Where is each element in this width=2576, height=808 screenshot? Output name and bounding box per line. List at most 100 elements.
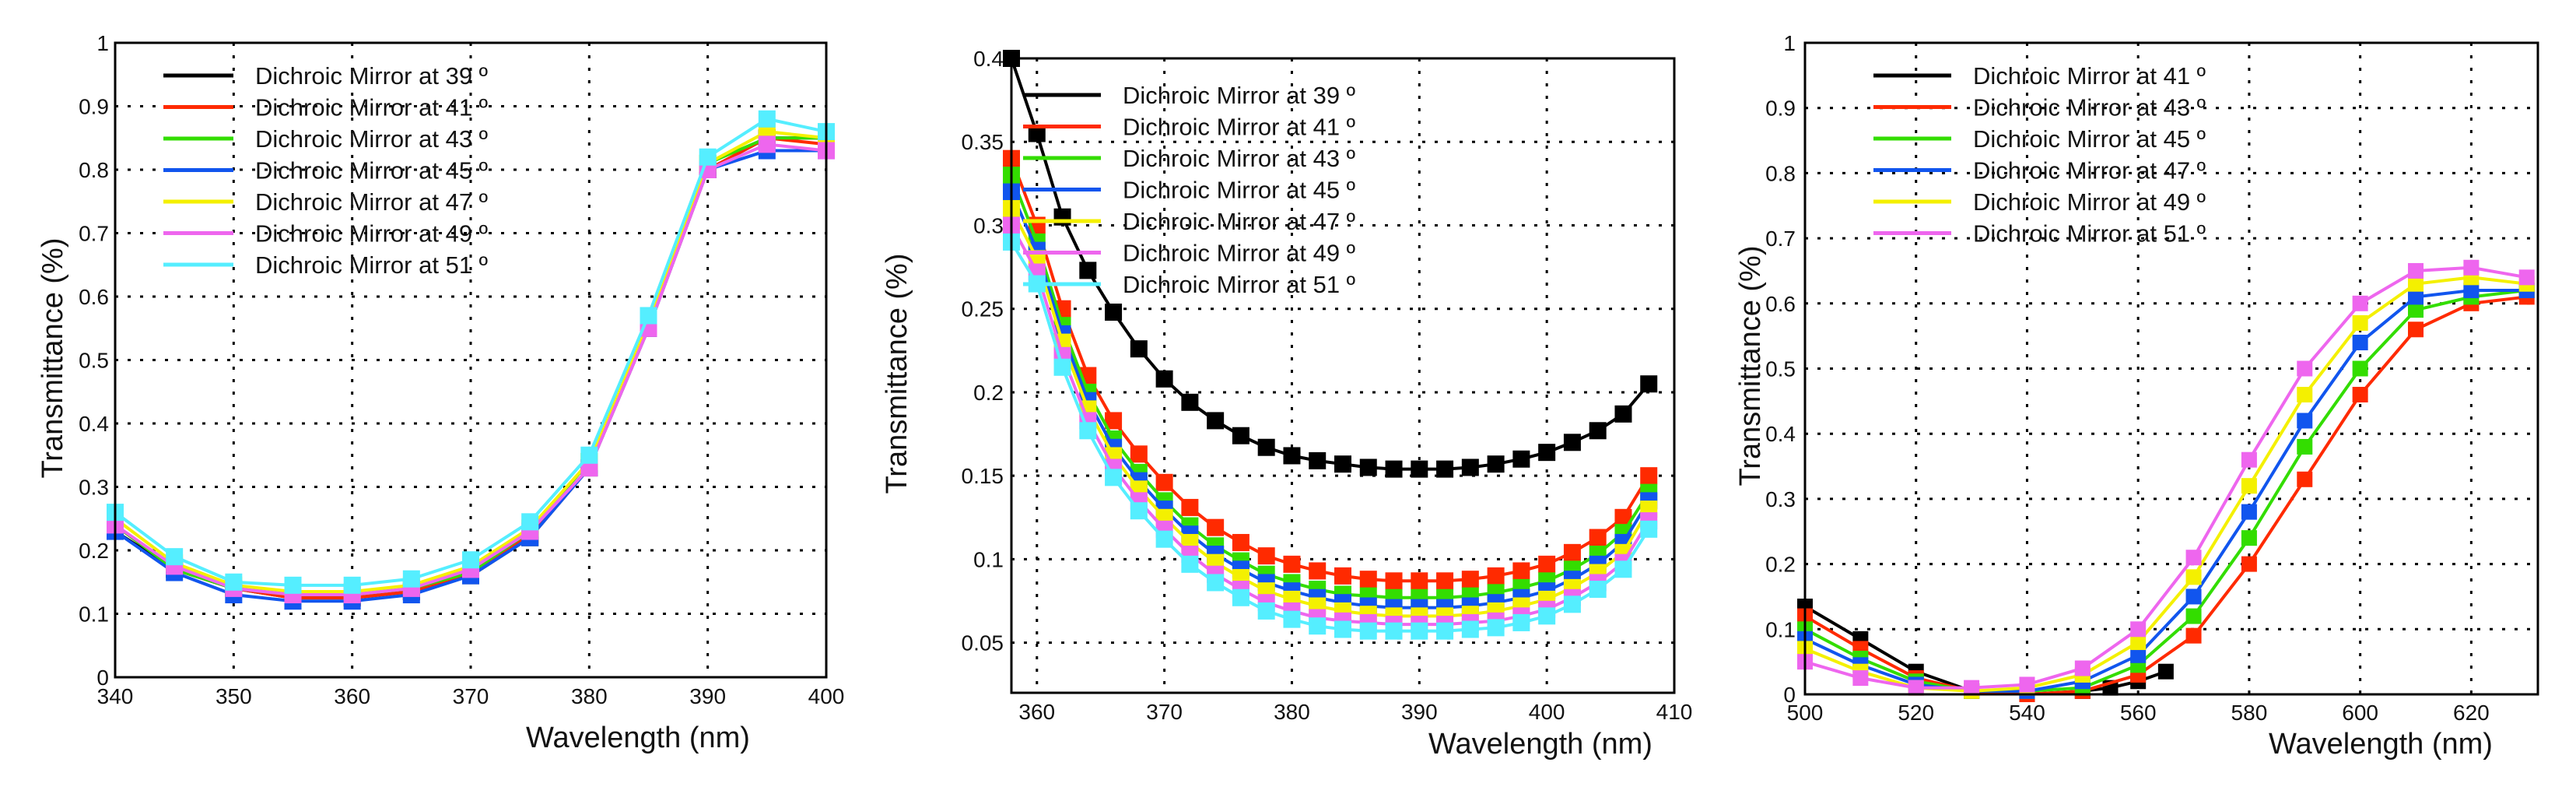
legend-label: Dichroic Mirror at 49 º <box>255 220 488 248</box>
y-tick-label: 0.8 <box>79 158 109 182</box>
x-tick-label: 500 <box>1787 701 1824 725</box>
x-tick-label: 580 <box>2231 701 2268 725</box>
data-point <box>1309 562 1327 580</box>
y-tick-label: 0.8 <box>1765 161 1796 185</box>
series-5 <box>1797 259 2535 696</box>
data-point <box>1589 422 1607 440</box>
chart-340-400nm: 340 350 360 370 380 390 400 0 0.1 0.2 0.3 0.4 0.5 0.6… <box>37 31 844 754</box>
x-tick-label: 520 <box>1898 701 1934 725</box>
legend-label: Dichroic Mirror at 41 º <box>1123 114 1355 141</box>
data-point <box>1512 613 1530 631</box>
data-point <box>1232 588 1249 606</box>
data-point <box>699 148 717 166</box>
data-point <box>2297 386 2313 402</box>
tick-labels: 340 350 360 370 380 390 400 0 0.1 0.2 0.3 0.4 0.5 0.6… <box>79 31 844 708</box>
data-point <box>1589 529 1607 546</box>
data-point <box>2241 451 2257 468</box>
data-point <box>1436 460 1454 478</box>
series-line <box>1804 276 2527 693</box>
y-axis-label: Transmittance (%) <box>881 254 913 494</box>
legend-label: Dichroic Mirror at 49 º <box>1973 188 2206 216</box>
data-point <box>1411 460 1428 478</box>
data-point <box>2130 621 2147 638</box>
y-tick-label: 0.6 <box>1765 292 1796 316</box>
data-point <box>2408 276 2424 292</box>
x-tick-label: 560 <box>2120 701 2157 725</box>
data-point <box>1155 370 1173 388</box>
data-point <box>1385 572 1403 590</box>
y-tick-label: 0.2 <box>1765 553 1796 577</box>
data-point <box>1640 375 1658 393</box>
x-tick-label: 360 <box>1018 700 1055 724</box>
y-tick-label: 0.7 <box>79 222 109 246</box>
data-point <box>1155 530 1173 548</box>
y-tick-label: 0 <box>1783 683 1796 707</box>
data-point <box>2241 530 2257 546</box>
data-point <box>1461 571 1479 588</box>
data-point <box>2185 608 2202 624</box>
series-2 <box>1797 283 2535 699</box>
data-point <box>166 548 184 566</box>
data-point <box>2408 302 2424 318</box>
legend-label: Dichroic Mirror at 49 º <box>1123 240 1355 267</box>
data-point <box>1028 125 1046 142</box>
x-tick-label: 400 <box>1529 700 1565 724</box>
chart-500-630nm: 500 520 540 560 580 600 620 0 0.1 0.2 0.3 0.4 0.5 0.6… <box>1734 31 2539 761</box>
data-point <box>2185 550 2202 566</box>
legend-label: Dichroic Mirror at 43 º <box>1973 94 2206 121</box>
data-point <box>2297 438 2313 455</box>
x-tick-label: 380 <box>1274 700 1310 724</box>
data-point <box>1334 567 1351 585</box>
data-point <box>1181 498 1199 516</box>
data-point <box>2241 504 2257 520</box>
plot-frame <box>114 41 828 679</box>
data-point <box>1105 469 1123 487</box>
y-tick-label: 0.1 <box>79 602 109 627</box>
x-tick-label: 370 <box>453 684 489 708</box>
data-point <box>1283 555 1301 573</box>
series-6 <box>107 110 835 594</box>
y-tick-label: 0 <box>96 666 109 690</box>
y-axis-label: Transmittance (%) <box>1734 246 1767 487</box>
data-point <box>1385 460 1403 478</box>
data-point <box>1964 680 1980 696</box>
y-tick-label: 0.1 <box>1765 617 1796 641</box>
data-point <box>2185 627 2202 644</box>
legend-label: Dichroic Mirror at 47 º <box>255 188 488 216</box>
data-point <box>1359 571 1377 588</box>
y-tick-label: 0.4 <box>79 412 109 436</box>
x-tick-label: 360 <box>334 684 370 708</box>
data-point <box>1105 304 1123 321</box>
x-tick-label: 410 <box>1656 700 1693 724</box>
series-line <box>1804 265 2528 690</box>
series-line <box>1803 295 2527 697</box>
data-point <box>1614 508 1632 526</box>
x-tick-label: 620 <box>2453 701 2490 725</box>
data-point <box>1079 262 1097 279</box>
data-point <box>2241 478 2257 494</box>
legend-label: Dichroic Mirror at 43 º <box>255 125 488 153</box>
x-tick-label: 390 <box>689 684 726 708</box>
y-tick-label: 0.2 <box>79 539 109 563</box>
data-point <box>1207 518 1225 536</box>
x-axis-label: Wavelength (nm) <box>526 722 750 754</box>
y-axis-label: Transmittance (%) <box>37 238 69 479</box>
data-point <box>521 513 539 531</box>
series-3 <box>1797 283 2535 699</box>
data-point <box>1309 451 1327 469</box>
data-point <box>2130 634 2147 651</box>
y-tick-label: 0.4 <box>973 47 1004 71</box>
data-point <box>1411 622 1428 640</box>
data-point <box>2019 676 2035 693</box>
data-point <box>1908 680 1924 696</box>
legend-label: Dichroic Mirror at 41 º <box>1973 62 2206 90</box>
data-point <box>1334 455 1351 473</box>
y-tick-label: 0.3 <box>1765 487 1796 511</box>
data-point <box>1257 547 1275 565</box>
data-point <box>2518 269 2535 286</box>
data-point <box>1563 434 1581 451</box>
data-point <box>1563 543 1581 561</box>
data-point <box>1563 595 1581 613</box>
data-point <box>343 576 361 594</box>
